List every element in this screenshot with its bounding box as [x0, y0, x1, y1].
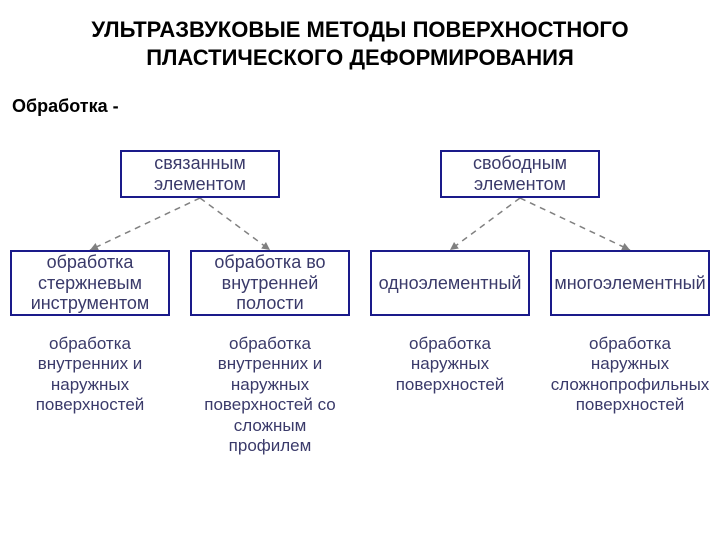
- node-free-element: свободным элементом: [440, 150, 600, 198]
- leaf-inner-outer-surfaces: обработка внутренних и наружных поверхно…: [10, 330, 170, 420]
- diagram-title: УЛЬТРАЗВУКОВЫЕ МЕТОДЫ ПОВЕРХНОСТНОГО ПЛА…: [0, 16, 720, 71]
- leaf-complex-profile: обработка внутренних и наружных поверхно…: [190, 330, 350, 460]
- subtitle-label: Обработка -: [12, 96, 119, 117]
- node-multi-element: многоэлементный: [550, 250, 710, 316]
- node-inner-cavity: обработка во внутренней полости: [190, 250, 350, 316]
- leaf-complex-outer-surfaces: обработка наружных сложнопрофильных пове…: [550, 330, 710, 420]
- node-single-element: одноэлементный: [370, 250, 530, 316]
- leaf-outer-surfaces: обработка наружных поверхностей: [370, 330, 530, 399]
- node-linked-element: связанным элементом: [120, 150, 280, 198]
- node-rod-tool: обработка стержневым инструментом: [10, 250, 170, 316]
